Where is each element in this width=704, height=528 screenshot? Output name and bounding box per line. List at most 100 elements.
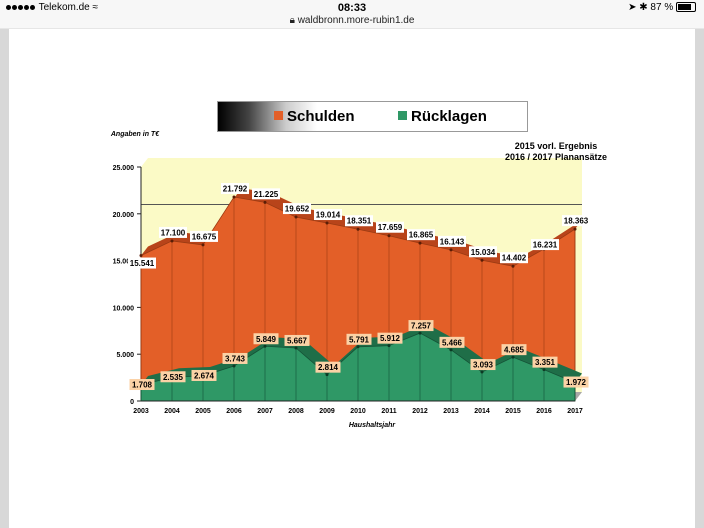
x-tick-label: 2004 [164,408,180,415]
ruecklagen-label-box [408,320,434,332]
x-axis-title: Haushaltsjahr [349,422,397,429]
schulden-label-box [283,203,311,215]
y-tick-label: 15.000 [113,259,135,266]
status-bar: Telekom.de ≈ 08:33 🔒︎ waldbronn.more-rub… [0,0,704,29]
ruecklagen-data-label: 5.466 [442,338,463,347]
schulden-label-box [407,229,435,241]
ruecklagen-label-box [315,361,341,373]
schulden-label-box [562,215,590,227]
chart-note-line1: 2015 vorl. Ergebnis [515,141,598,151]
clock: 08:33 [337,2,367,14]
legend-swatch-ruecklagen [398,111,407,120]
ruecklagen-point [449,348,453,352]
y-tick-label: 0 [130,399,134,406]
carrier-name: Telekom.de [38,2,90,13]
url-text: waldbronn.more-rubin1.de [297,15,415,26]
schulden-point [170,239,174,243]
ruecklagen-point [232,364,236,368]
ruecklagen-label-box [284,334,310,346]
ruecklagen-data-label: 7.257 [411,322,432,331]
chart-legend: Schulden Rücklagen [217,101,528,132]
x-tick-label: 2011 [381,408,396,415]
schulden-data-label: 21.225 [254,190,279,199]
x-tick-label: 2014 [474,408,490,415]
y-tick-label: 20.000 [113,212,135,219]
carrier-info: Telekom.de ≈ [6,2,98,13]
schulden-label-box [469,246,497,258]
battery-icon [676,2,696,13]
schulden-data-label: 17.100 [161,228,186,237]
ruecklagen-data-label: 3.351 [535,358,556,367]
location-icon: ➤ [628,2,637,13]
schulden-label-box [345,215,373,227]
x-tick-label: 2009 [319,408,335,415]
page-margin-right [695,29,704,528]
ruecklagen-data-label: 3.093 [473,361,494,370]
schulden-data-label: 19.652 [285,205,310,214]
y-tick-label: 5.000 [116,352,134,359]
ruecklagen-data-label: 2.814 [318,363,339,372]
battery-percent: 87 % [650,2,674,13]
unit-note: Angaben in T€ [110,131,160,138]
schulden-data-label: 21.792 [223,185,248,194]
lock-icon: 🔒︎ [289,15,295,26]
ruecklagen-data-label: 5.912 [380,334,401,343]
ruecklagen-label-box [160,371,186,383]
schulden-data-label: 16.231 [533,241,558,250]
y-tick-label: 10.000 [113,305,135,312]
ruecklagen-label-box [470,359,496,371]
ruecklagen-label-box [346,333,372,345]
ruecklagen-point [263,344,267,348]
x-tick-label: 2003 [133,408,149,415]
x-tick-label: 2012 [412,408,428,415]
ruecklagen-label-box [501,344,527,356]
schulden-label-box [190,230,218,242]
schulden-data-label: 14.402 [502,254,527,263]
status-right: ➤ ✱ 87 % [628,2,696,13]
schulden-label-box [252,188,280,200]
schulden-data-label: 15.034 [471,248,496,257]
x-tick-label: 2007 [257,408,273,415]
legend-label-schulden: Schulden [287,108,355,125]
schulden-point [232,195,236,199]
schulden-point [201,243,205,247]
ruecklagen-point [387,344,391,348]
signal-icon [6,2,36,13]
ruecklagen-data-label: 2.535 [163,373,184,382]
ruecklagen-point [542,368,546,372]
page-margin-left [0,29,9,528]
x-tick-label: 2016 [536,408,552,415]
schulden-label-box [159,226,187,238]
schulden-data-label: 15.541 [130,259,155,268]
ruecklagen-label-box [439,336,465,348]
schulden-label-box [438,235,466,247]
x-tick-label: 2013 [443,408,459,415]
schulden-label-box [376,221,404,233]
ruecklagen-label-box [129,379,155,391]
schulden-label-box [221,183,249,195]
ruecklagen-point [356,345,360,349]
schulden-point [387,234,391,238]
schulden-label-box [531,239,559,251]
schulden-point [573,227,577,231]
ruecklagen-label-box [532,356,558,368]
schulden-data-label: 18.351 [347,217,372,226]
ruecklagen-label-box [563,376,589,388]
ruecklagen-label-box [377,332,403,344]
schulden-point [449,248,453,252]
address-bar[interactable]: 🔒︎ waldbronn.more-rubin1.de [0,15,704,26]
ruecklagen-data-label: 5.667 [287,336,308,345]
x-tick-label: 2006 [226,408,242,415]
ruecklagen-data-label: 1.972 [566,378,587,387]
bluetooth-icon: ✱ [639,2,648,13]
schulden-point [418,241,422,245]
ruecklagen-point [294,346,298,350]
schulden-point [511,264,515,268]
ruecklagen-data-label: 1.708 [132,381,153,390]
ruecklagen-point [511,355,515,359]
x-tick-label: 2005 [195,408,211,415]
schulden-label-box [128,257,156,269]
schulden-data-label: 19.014 [316,211,341,220]
schulden-point [139,254,143,258]
